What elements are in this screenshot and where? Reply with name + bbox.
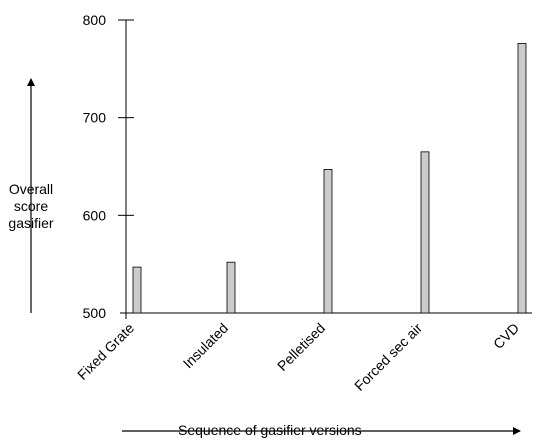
y-tick-label: 500 bbox=[83, 305, 107, 321]
y-axis-label-line: Overall bbox=[8, 181, 54, 197]
y-axis: 500 600 700 800 bbox=[83, 12, 532, 321]
bars bbox=[132, 43, 527, 314]
y-tick-label: 800 bbox=[83, 12, 107, 28]
x-tick-label: Pelletised bbox=[274, 320, 328, 374]
bar bbox=[132, 266, 142, 314]
y-axis-label-line: gasifier bbox=[8, 215, 54, 231]
x-tick-labels: Fixed Grate Insulated Pelletised Forced sec… bbox=[74, 320, 522, 394]
bar bbox=[226, 261, 236, 314]
x-tick-label: CVD bbox=[490, 320, 522, 352]
bar bbox=[420, 151, 430, 314]
x-axis-label: Sequence of gasifier versions bbox=[178, 422, 362, 438]
bar bbox=[517, 43, 527, 314]
y-tick-label: 600 bbox=[83, 207, 107, 223]
x-tick-label: Insulated bbox=[180, 320, 231, 371]
x-tick-label: Forced sec air bbox=[351, 320, 425, 394]
y-axis-label-line: score bbox=[13, 198, 49, 214]
y-tick-label: 700 bbox=[83, 110, 107, 126]
bar bbox=[323, 169, 333, 314]
x-tick-label: Fixed Grate bbox=[74, 320, 137, 383]
